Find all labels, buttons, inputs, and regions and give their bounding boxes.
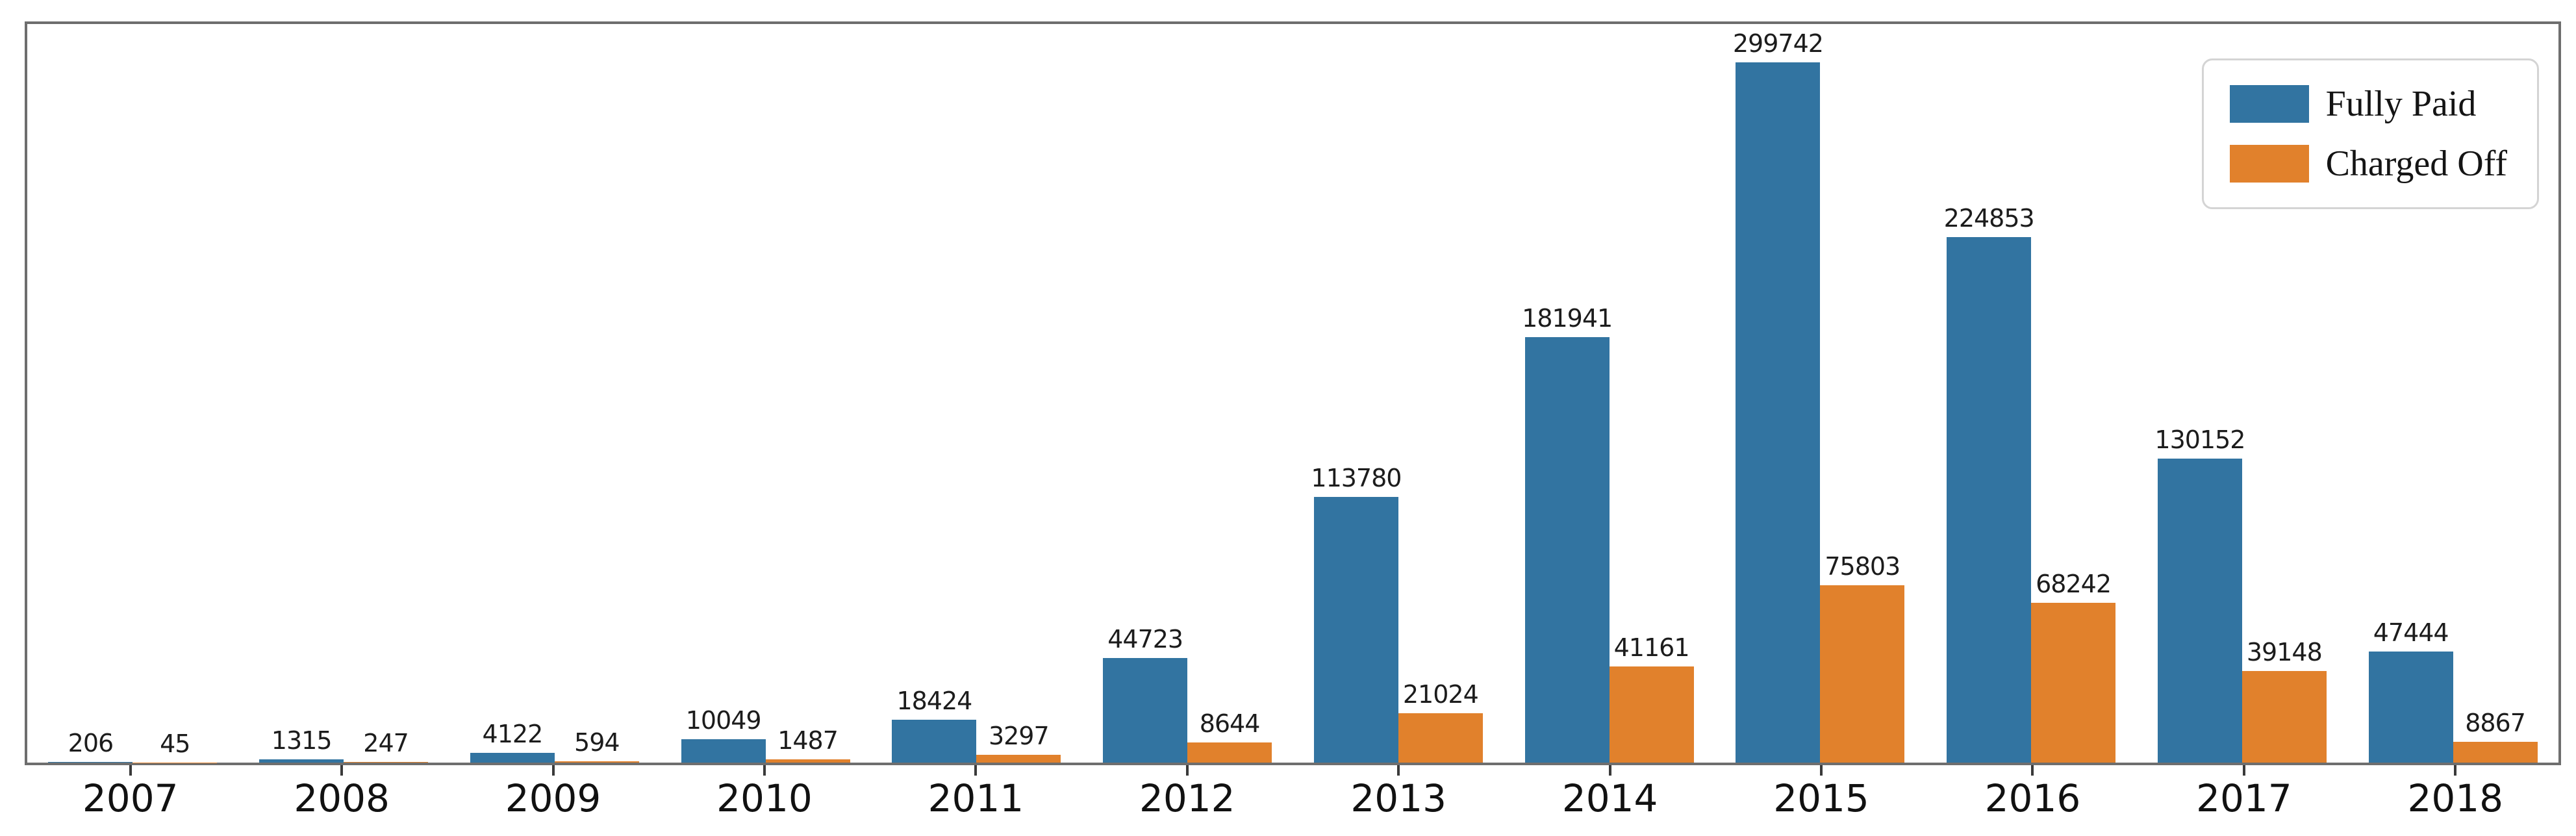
charged-off-bar (554, 761, 639, 763)
legend: Fully Paid Charged Off (2201, 58, 2539, 209)
bar-value-label: 8867 (2465, 709, 2526, 738)
x-tick-mark (974, 765, 978, 776)
fully-paid-bar (1313, 496, 1398, 763)
bar-group: 44723 8644 (1082, 24, 1293, 763)
fully-paid-bar (259, 759, 344, 763)
charged-off-bar (1398, 713, 1483, 763)
x-tick-label: 2017 (2196, 776, 2292, 820)
bar-value-label: 45 (160, 729, 190, 758)
x-tick-label: 2014 (1561, 776, 1658, 820)
bar-value-label: 181941 (1522, 304, 1613, 333)
charged-off-bar (1820, 585, 1905, 763)
legend-item-charged-off: Charged Off (2229, 144, 2507, 184)
bar-group: 113780 21024 (1293, 24, 1504, 763)
x-tick-mark (340, 765, 344, 776)
x-tick-label: 2018 (2407, 776, 2504, 820)
x-tick-label: 2016 (1984, 776, 2081, 820)
x-tick-mark (1608, 765, 1611, 776)
bar-value-label: 8644 (1199, 709, 1261, 738)
fully-paid-bar (48, 762, 133, 763)
bar-value-label: 206 (68, 729, 114, 758)
x-tick-mark (129, 765, 132, 776)
bar-value-label: 41161 (1613, 633, 1690, 662)
bar-groups-container: 206 45 1315 247 4122 594 10049 1487 18424 3297 447… (27, 24, 2558, 763)
x-axis: 2007 2008 2009 2010 2011 2012 2013 2014 2015 2016… (25, 765, 2561, 830)
charged-off-bar (1609, 666, 1694, 763)
bar-group: 224853 68242 (1926, 24, 2137, 763)
x-tick-mark (1820, 765, 1823, 776)
x-tick-mark (1185, 765, 1189, 776)
charged-off-bar (2453, 742, 2538, 763)
bar-value-label: 299742 (1732, 29, 1824, 58)
bar-group: 181941 41161 (1504, 24, 1715, 763)
bar-value-label: 1315 (271, 726, 333, 755)
x-tick-label: 2008 (294, 776, 390, 820)
bar-value-label: 47444 (2373, 618, 2449, 648)
charged-off-bar (344, 762, 428, 763)
legend-label-charged-off: Charged Off (2325, 144, 2507, 184)
x-tick-label: 2010 (716, 776, 813, 820)
x-tick-mark (2031, 765, 2034, 776)
bar-value-label: 75803 (1825, 552, 1900, 581)
bar-value-label: 247 (363, 729, 409, 758)
x-tick-mark (2454, 765, 2457, 776)
bar-value-label: 224853 (1943, 203, 2035, 233)
fully-paid-bar (1524, 337, 1610, 763)
bar-value-label: 4122 (482, 720, 544, 749)
fully-paid-bar (681, 739, 766, 763)
bar-group: 206 45 (27, 24, 238, 763)
fully-paid-bar (1947, 236, 2032, 763)
bar-group: 130152 39148 (2137, 24, 2348, 763)
x-tick-label: 2015 (1773, 776, 1869, 820)
bar-group: 1315 247 (238, 24, 449, 763)
legend-swatch-charged-off (2229, 145, 2309, 183)
x-tick-label: 2012 (1139, 776, 1235, 820)
bar-value-label: 3297 (988, 722, 1050, 751)
fully-paid-bar (892, 719, 977, 763)
bar-group: 10049 1487 (660, 24, 871, 763)
fully-paid-bar (2368, 652, 2453, 763)
charged-off-bar (976, 755, 1061, 763)
bar-value-label: 68242 (2036, 570, 2112, 599)
bar-group: 299742 75803 (1715, 24, 1926, 763)
bar-value-label: 39148 (2246, 638, 2323, 667)
bar-value-label: 1487 (777, 726, 839, 755)
x-tick-mark (551, 765, 555, 776)
x-tick-label: 2013 (1350, 776, 1447, 820)
fully-paid-bar (2157, 458, 2242, 763)
fully-paid-bar (1103, 658, 1188, 763)
x-tick-mark (2242, 765, 2245, 776)
bar-value-label: 594 (574, 728, 620, 757)
charged-off-bar (1187, 742, 1272, 763)
bar-value-label: 10049 (685, 705, 762, 735)
bar-group: 18424 3297 (871, 24, 1082, 763)
bar-value-label: 113780 (1311, 463, 1402, 492)
bar-value-label: 21024 (1402, 680, 1479, 709)
plot-area: 206 45 1315 247 4122 594 10049 1487 18424 3297 447… (25, 21, 2561, 765)
fully-paid-bar (1736, 62, 1821, 763)
bar-value-label: 18424 (896, 686, 972, 715)
bar-value-label: 44723 (1107, 625, 1183, 654)
bar-value-label: 130152 (2154, 425, 2245, 454)
fully-paid-bar (470, 753, 555, 763)
legend-swatch-fully-paid (2229, 85, 2309, 123)
legend-item-fully-paid: Fully Paid (2229, 84, 2507, 124)
charged-off-bar (2241, 671, 2327, 763)
legend-label-fully-paid: Fully Paid (2325, 84, 2477, 124)
x-tick-label: 2011 (928, 776, 1024, 820)
bar-group: 4122 594 (449, 24, 660, 763)
bar-group: 47444 8867 (2347, 24, 2558, 763)
charged-off-bar (765, 759, 850, 763)
x-tick-mark (763, 765, 766, 776)
x-tick-label: 2009 (505, 776, 601, 820)
charged-off-bar (2031, 603, 2115, 763)
x-tick-label: 2007 (82, 776, 179, 820)
x-tick-mark (1397, 765, 1400, 776)
